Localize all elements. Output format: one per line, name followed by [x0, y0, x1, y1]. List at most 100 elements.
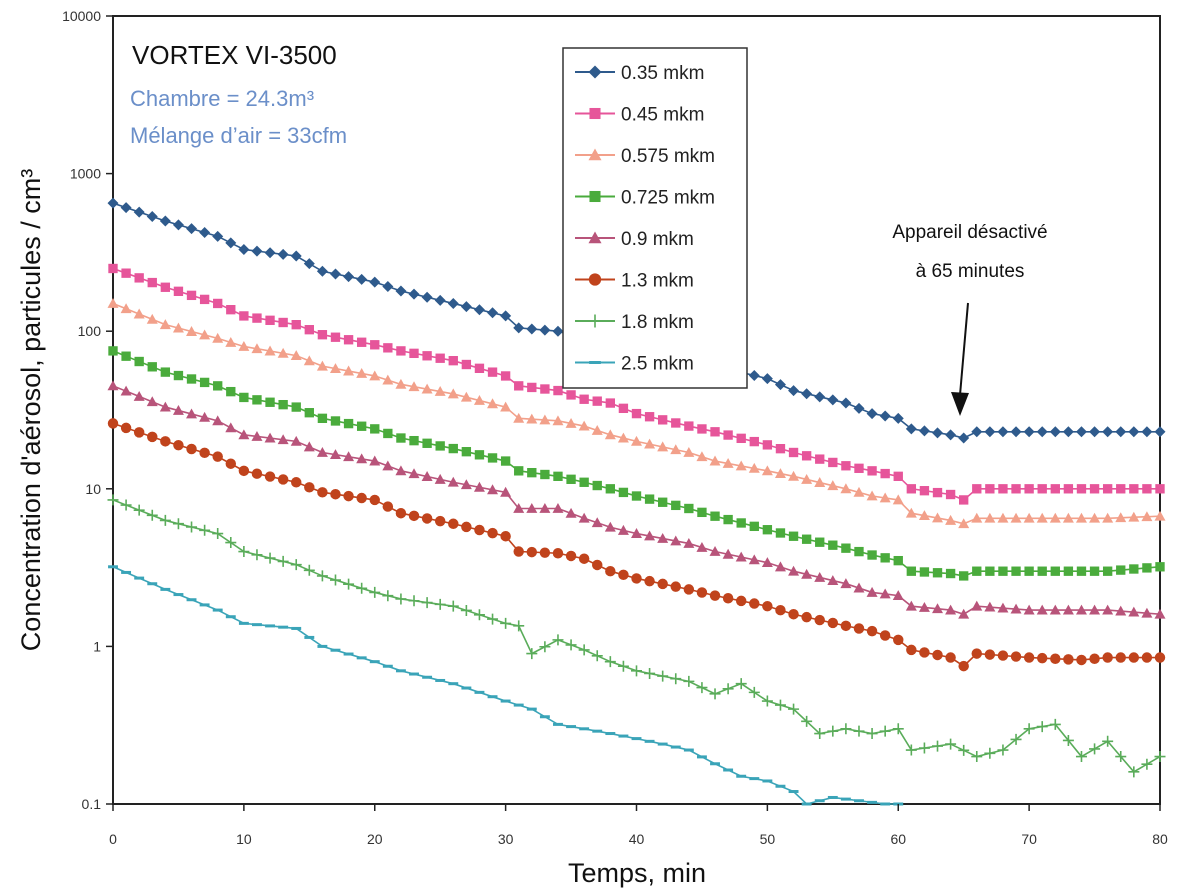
data-point — [304, 325, 314, 335]
data-point — [840, 723, 852, 735]
y-tick-label: 10000 — [62, 8, 101, 24]
data-point — [696, 682, 708, 694]
data-point — [434, 598, 446, 610]
data-point — [997, 744, 1009, 756]
data-point — [879, 492, 891, 503]
data-point — [657, 441, 669, 452]
data-point — [945, 568, 956, 579]
data-point — [1075, 512, 1087, 523]
data-point — [828, 540, 838, 550]
data-point — [199, 294, 210, 305]
data-point — [500, 617, 512, 629]
data-point — [1089, 566, 1100, 576]
data-point — [985, 484, 995, 494]
data-point — [172, 322, 184, 333]
x-axis-title: Temps, min — [568, 858, 706, 888]
data-point — [225, 615, 236, 619]
data-point — [604, 656, 616, 668]
data-point — [395, 378, 407, 389]
data-point — [329, 574, 341, 586]
data-point — [421, 383, 433, 394]
x-tick-label: 50 — [760, 831, 776, 847]
data-point — [552, 548, 564, 559]
data-point — [474, 363, 485, 373]
data-point — [1023, 652, 1035, 663]
y-axis-title: Concentration d'aérosol, particules / cm… — [16, 169, 46, 651]
data-point — [867, 550, 877, 560]
data-point — [356, 656, 367, 660]
data-point — [1128, 766, 1140, 778]
data-point — [997, 426, 1009, 438]
data-point — [644, 667, 656, 679]
data-point — [853, 582, 865, 593]
data-point — [487, 453, 498, 463]
data-point — [527, 382, 537, 393]
legend-box — [562, 47, 748, 389]
data-point — [408, 381, 420, 392]
data-point — [761, 557, 773, 568]
data-point — [160, 436, 171, 447]
data-point — [958, 432, 970, 444]
data-point — [304, 635, 315, 639]
data-point — [827, 480, 839, 491]
data-point — [382, 460, 394, 471]
data-point — [500, 401, 512, 412]
data-point — [1023, 604, 1035, 615]
data-point — [199, 411, 211, 422]
data-point — [774, 561, 786, 572]
data-point — [278, 317, 288, 328]
data-point — [356, 337, 367, 347]
series-layer — [107, 197, 1166, 806]
data-point — [761, 373, 773, 385]
data-point — [304, 408, 314, 418]
data-point — [736, 774, 747, 778]
data-point — [395, 669, 406, 673]
data-point — [225, 537, 237, 549]
data-point — [579, 477, 589, 487]
data-point — [1141, 652, 1153, 663]
data-point — [971, 512, 983, 523]
annotation-arrow-shaft — [959, 302, 969, 396]
data-point — [1102, 604, 1114, 615]
data-point — [460, 301, 472, 313]
data-point — [539, 324, 551, 336]
data-point — [840, 397, 852, 409]
data-point — [329, 363, 341, 374]
data-point — [474, 690, 485, 694]
data-point — [892, 723, 904, 735]
data-point — [526, 413, 538, 424]
data-point — [566, 725, 577, 729]
data-point — [265, 397, 275, 407]
data-point — [1142, 563, 1152, 573]
series-line — [112, 422, 1160, 668]
legend-item: 0.725 mkm — [575, 188, 715, 209]
y-tick-label: 1000 — [70, 166, 101, 182]
data-point — [735, 595, 747, 607]
data-point — [133, 504, 145, 516]
data-point — [421, 291, 433, 303]
data-point — [1089, 426, 1101, 438]
data-point — [160, 367, 171, 377]
data-point — [1023, 426, 1035, 438]
device-off-annotation: Appareil désactivé à 65 minutes — [892, 222, 1048, 416]
legend-item: 2.5 mkm — [575, 354, 694, 375]
data-point — [1036, 512, 1048, 523]
data-point — [500, 486, 512, 497]
data-point — [172, 518, 184, 530]
data-point — [866, 490, 878, 501]
legend-label: 1.3 mkm — [621, 271, 694, 292]
data-point — [277, 347, 289, 358]
data-point — [370, 340, 380, 350]
data-point — [762, 600, 773, 612]
data-point — [1049, 512, 1061, 523]
data-point — [500, 699, 511, 703]
data-point — [186, 326, 198, 336]
data-point — [998, 566, 1008, 576]
data-point — [578, 644, 590, 656]
data-point — [1076, 484, 1087, 494]
data-point — [840, 483, 852, 494]
data-point — [422, 675, 433, 679]
data-point — [709, 455, 721, 466]
data-point — [408, 510, 420, 522]
data-point — [317, 487, 328, 498]
